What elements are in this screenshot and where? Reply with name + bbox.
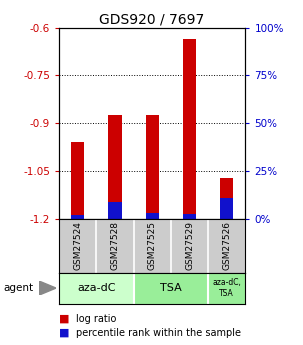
Bar: [208, 273, 245, 304]
Text: aza-dC,
TSA: aza-dC, TSA: [212, 278, 241, 298]
Bar: [220, 198, 233, 219]
Bar: [134, 273, 208, 304]
Text: ■: ■: [59, 328, 70, 338]
Bar: [108, 115, 122, 219]
Text: GSM27529: GSM27529: [185, 221, 194, 270]
Text: GDS920 / 7697: GDS920 / 7697: [99, 12, 204, 26]
Bar: [108, 202, 122, 219]
Text: TSA: TSA: [160, 283, 182, 293]
Bar: [146, 115, 159, 219]
Bar: [220, 178, 233, 219]
Bar: [146, 213, 159, 219]
Bar: [183, 39, 196, 219]
Text: GSM27524: GSM27524: [73, 221, 82, 270]
Bar: [71, 215, 84, 219]
Text: GSM27526: GSM27526: [222, 221, 231, 270]
Polygon shape: [39, 281, 56, 295]
Bar: [59, 273, 134, 304]
Bar: [183, 214, 196, 219]
Text: GSM27525: GSM27525: [148, 221, 157, 270]
Text: ■: ■: [59, 314, 70, 324]
Text: percentile rank within the sample: percentile rank within the sample: [76, 328, 241, 338]
Text: agent: agent: [3, 283, 33, 293]
Text: log ratio: log ratio: [76, 314, 116, 324]
Text: GSM27528: GSM27528: [111, 221, 119, 270]
Text: aza-dC: aza-dC: [77, 283, 116, 293]
Bar: [71, 142, 84, 219]
